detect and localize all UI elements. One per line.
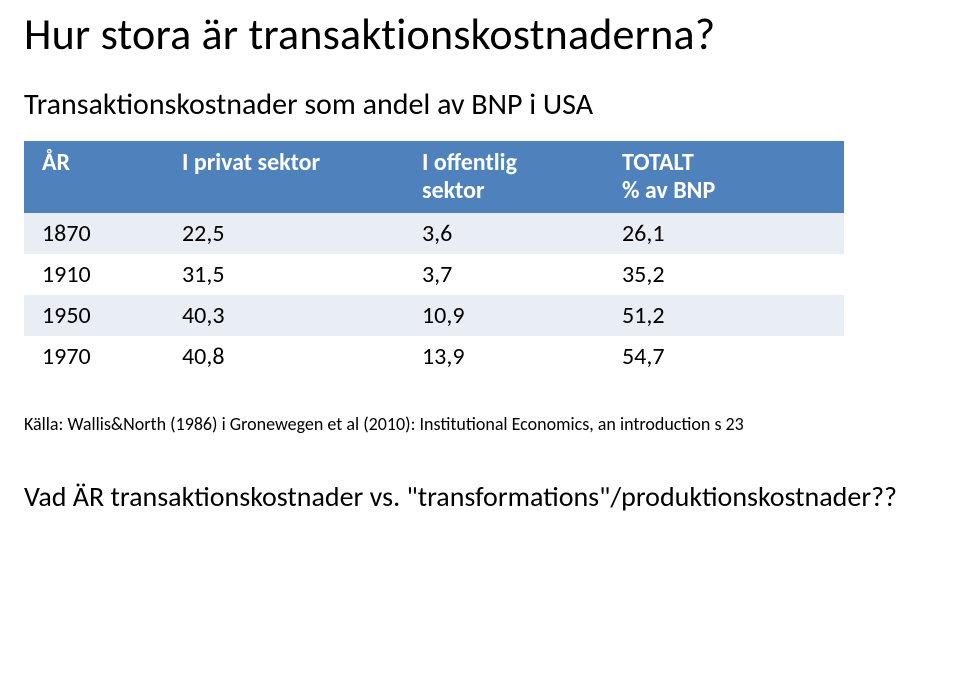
table-cell: 3,6 xyxy=(404,213,604,254)
table-header-cell: TOTALT % av BNP xyxy=(604,141,844,212)
table-cell: 10,9 xyxy=(404,295,604,336)
table-cell: 40,8 xyxy=(164,336,404,377)
header-label: I offentlig xyxy=(422,148,517,177)
data-table: ÅR I privat sektor I offentlig sektor TO… xyxy=(24,141,844,376)
table-cell: 35,2 xyxy=(604,254,844,295)
table-header-cell: ÅR xyxy=(24,141,164,212)
question-text: Vad ÄR transaktionskostnader vs. "transf… xyxy=(24,479,936,514)
subtitle: Transaktionskostnader som andel av BNP i… xyxy=(24,86,936,123)
table-header-cell: I offentlig sektor xyxy=(404,141,604,212)
table-cell: 1970 xyxy=(24,336,164,377)
source-text: Källa: Wallis&North (1986) i Gronewegen … xyxy=(24,413,936,435)
table-cell: 1950 xyxy=(24,295,164,336)
table-cell: 13,9 xyxy=(404,336,604,377)
table-cell: 26,1 xyxy=(604,213,844,254)
header-label: I privat sektor xyxy=(182,148,320,177)
table-row: 1870 22,5 3,6 26,1 xyxy=(24,213,844,254)
table-cell: 1870 xyxy=(24,213,164,254)
table-cell: 1910 xyxy=(24,254,164,295)
table-row: 1970 40,8 13,9 54,7 xyxy=(24,336,844,377)
table-cell: 22,5 xyxy=(164,213,404,254)
table-cell: 40,3 xyxy=(164,295,404,336)
header-label: TOTALT xyxy=(622,148,694,177)
table-row: 1910 31,5 3,7 35,2 xyxy=(24,254,844,295)
table-cell: 51,2 xyxy=(604,295,844,336)
page-title: Hur stora är transaktionskostnaderna? xyxy=(24,10,936,58)
table-row: 1950 40,3 10,9 51,2 xyxy=(24,295,844,336)
header-label: ÅR xyxy=(42,148,70,177)
header-label: % av BNP xyxy=(622,176,715,205)
header-label: sektor xyxy=(422,176,485,205)
table-header-row: ÅR I privat sektor I offentlig sektor TO… xyxy=(24,141,844,212)
table-cell: 3,7 xyxy=(404,254,604,295)
table-cell: 54,7 xyxy=(604,336,844,377)
slide: Hur stora är transaktionskostnaderna? Tr… xyxy=(0,0,960,686)
table-cell: 31,5 xyxy=(164,254,404,295)
table-header-cell: I privat sektor xyxy=(164,141,404,212)
